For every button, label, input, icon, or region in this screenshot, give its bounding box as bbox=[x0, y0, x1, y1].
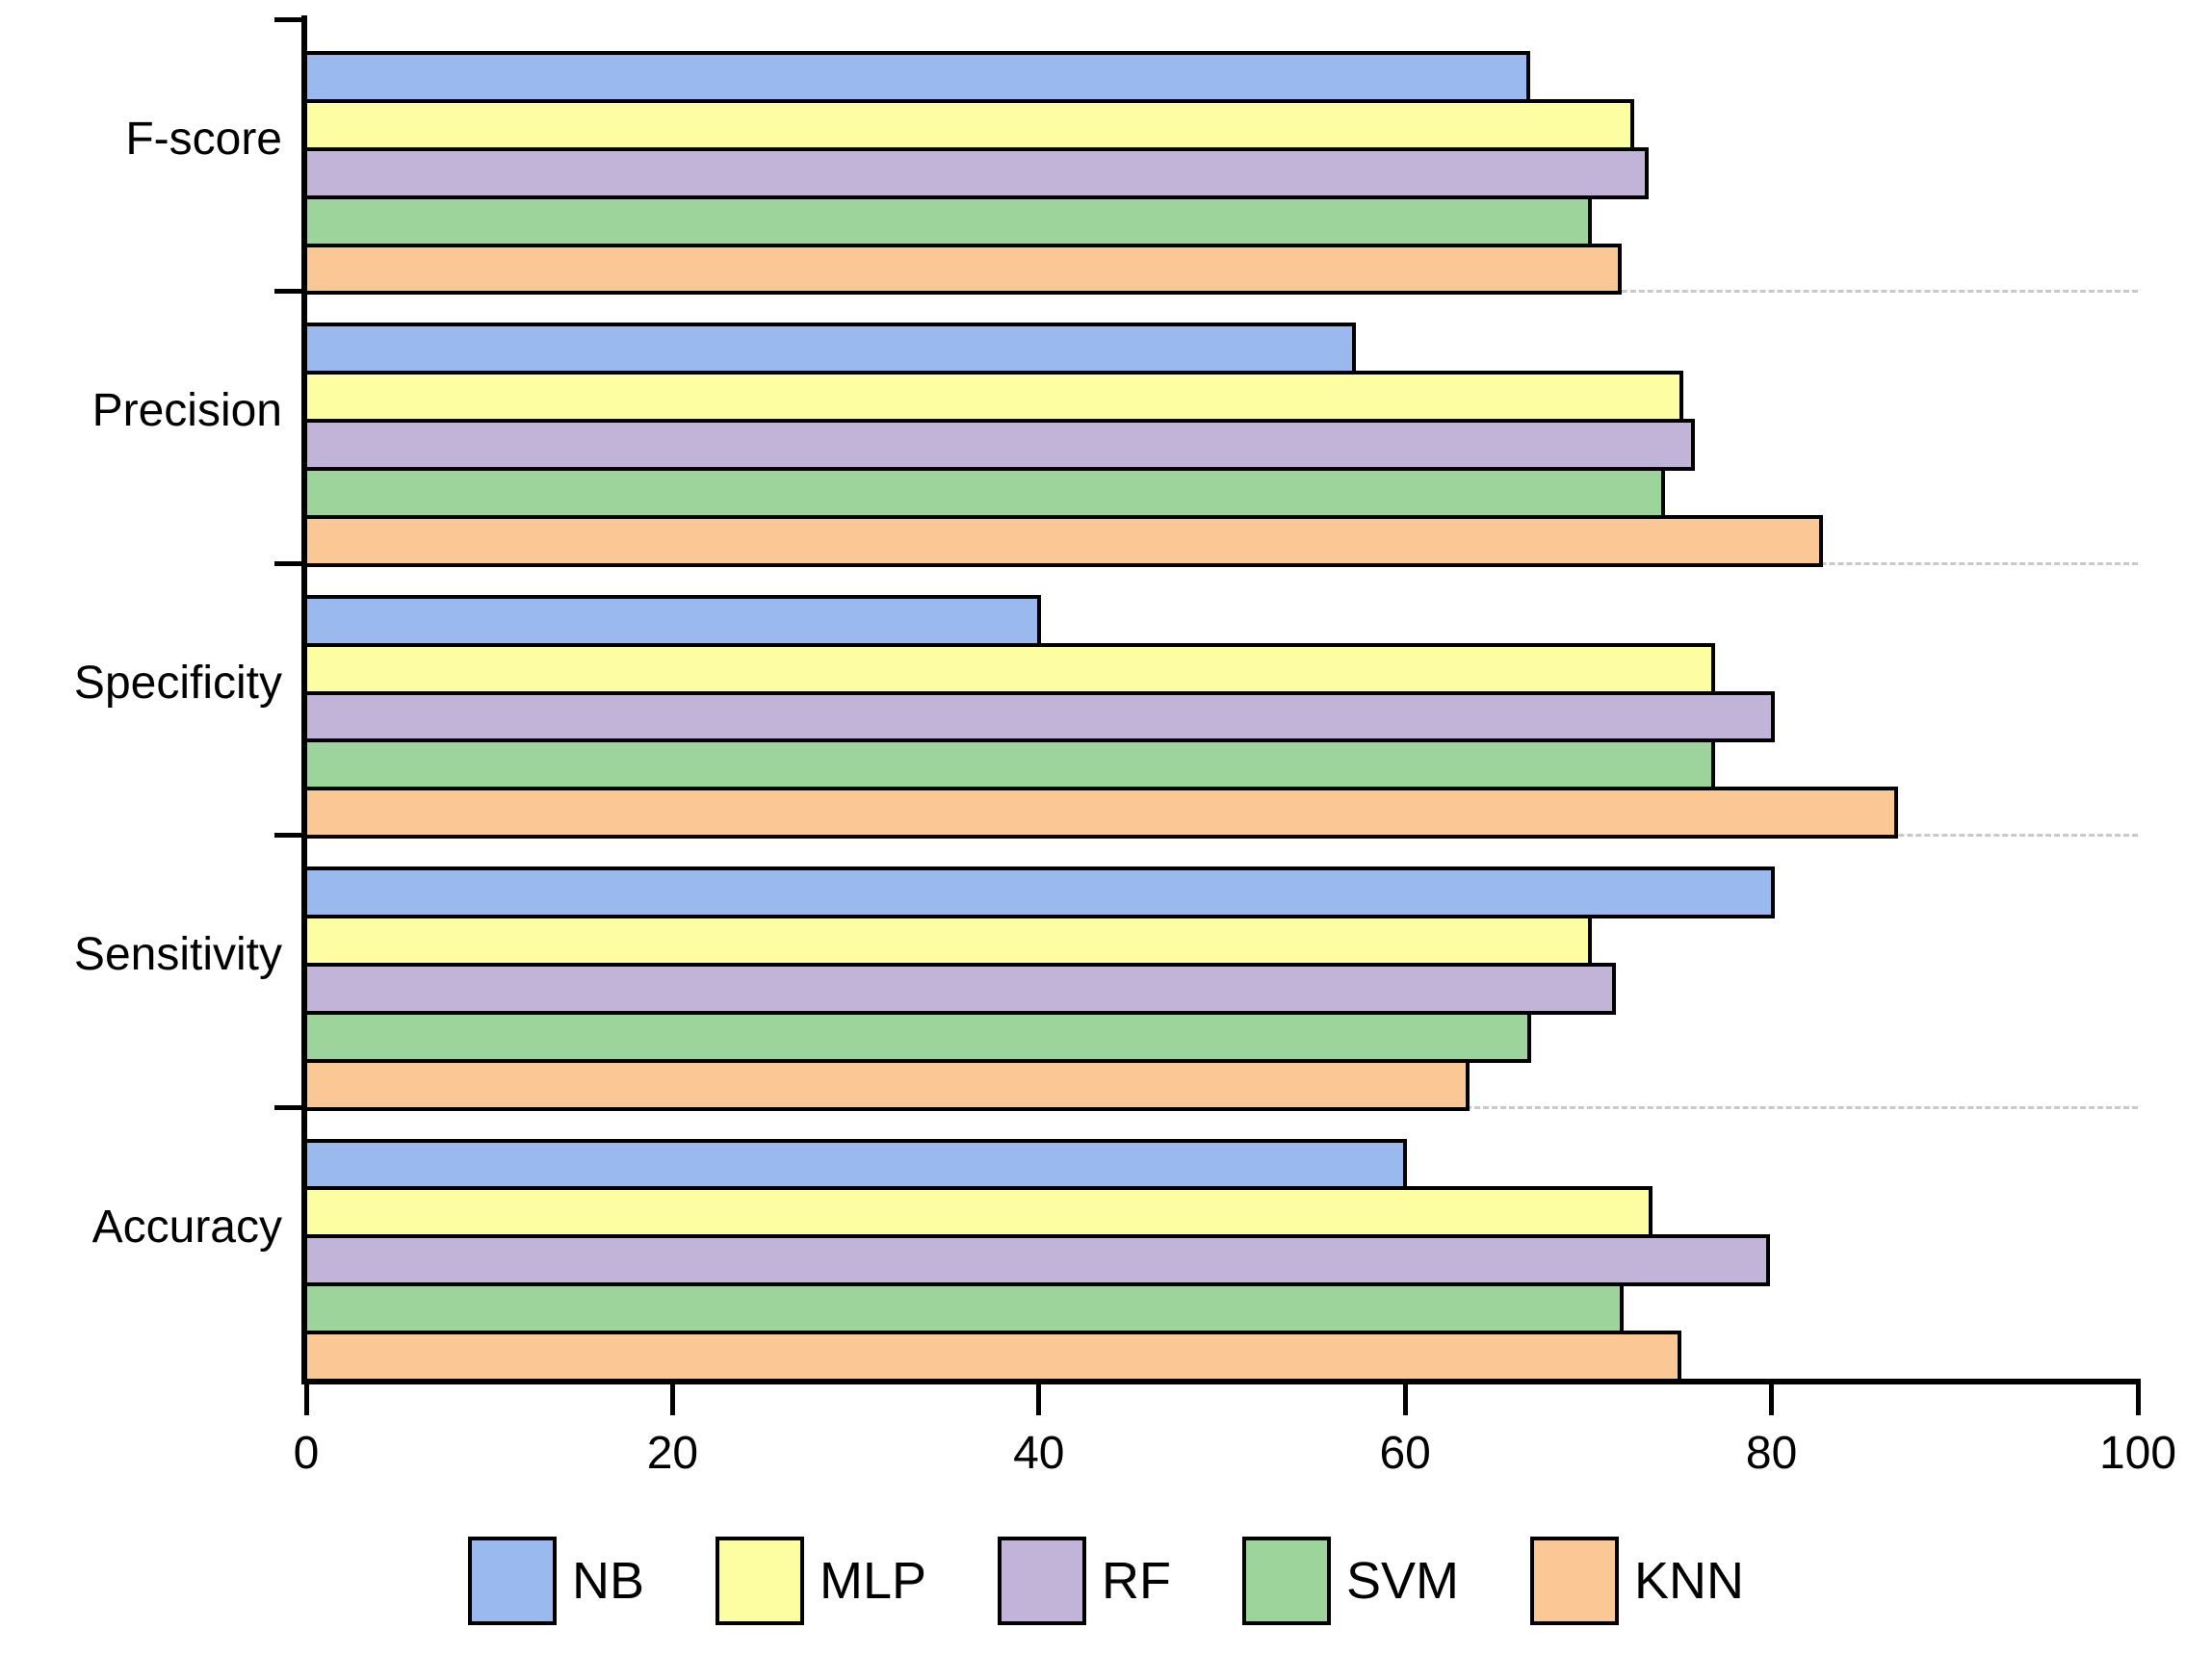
legend-item-nb: NB bbox=[467, 1537, 644, 1625]
x-tick-label: 80 bbox=[1745, 1428, 1798, 1479]
legend-item-mlp: MLP bbox=[715, 1537, 927, 1625]
bar-knn-precision bbox=[302, 514, 1823, 567]
legend-item-knn: KNN bbox=[1530, 1537, 1744, 1625]
y-category-label: Specificity bbox=[73, 657, 282, 709]
bar-svm-accuracy bbox=[302, 1282, 1624, 1335]
legend-item-svm: SVM bbox=[1242, 1537, 1459, 1625]
legend-item-rf: RF bbox=[998, 1537, 1171, 1625]
bar-rf-specificity bbox=[302, 690, 1775, 743]
y-axis-tick bbox=[274, 289, 307, 295]
bar-nb-precision bbox=[302, 323, 1356, 375]
legend-label: RF bbox=[1102, 1552, 1171, 1610]
x-tick-label: 0 bbox=[293, 1428, 320, 1479]
legend-swatch-mlp bbox=[715, 1537, 804, 1625]
legend-swatch-svm bbox=[1242, 1537, 1331, 1625]
x-axis-tick bbox=[1036, 1384, 1042, 1415]
bar-svm-specificity bbox=[302, 738, 1715, 791]
y-category-label: Accuracy bbox=[91, 1201, 282, 1253]
bar-knn-sensitivity bbox=[302, 1058, 1470, 1111]
y-category-label: F-score bbox=[125, 114, 282, 165]
legend-swatch-nb bbox=[467, 1537, 557, 1625]
bar-knn-specificity bbox=[302, 787, 1898, 840]
y-axis-tick bbox=[274, 833, 307, 839]
bar-mlp-accuracy bbox=[302, 1186, 1652, 1239]
bar-rf-f-score bbox=[302, 146, 1649, 199]
bar-mlp-specificity bbox=[302, 642, 1715, 695]
x-axis-tick bbox=[1402, 1384, 1408, 1415]
bar-nb-accuracy bbox=[302, 1138, 1407, 1191]
legend-swatch-rf bbox=[998, 1537, 1087, 1625]
bar-rf-precision bbox=[302, 419, 1695, 472]
x-axis-tick bbox=[2135, 1384, 2141, 1415]
legend-label: MLP bbox=[819, 1552, 927, 1610]
x-tick-label: 40 bbox=[1013, 1428, 1065, 1479]
bar-svm-f-score bbox=[302, 194, 1592, 247]
bar-nb-sensitivity bbox=[302, 866, 1775, 919]
y-axis-spine bbox=[301, 15, 307, 1384]
bar-mlp-f-score bbox=[302, 98, 1634, 151]
x-tick-label: 20 bbox=[646, 1428, 699, 1479]
y-axis-tick bbox=[274, 560, 307, 566]
y-category-label: Precision bbox=[91, 385, 282, 437]
x-axis-tick bbox=[1769, 1384, 1775, 1415]
x-tick-label: 60 bbox=[1379, 1428, 1431, 1479]
bar-nb-f-score bbox=[302, 51, 1530, 103]
bar-mlp-precision bbox=[302, 371, 1683, 424]
legend-label: SVM bbox=[1346, 1552, 1460, 1610]
y-axis-tick bbox=[274, 17, 307, 22]
x-tick-label: 100 bbox=[2098, 1428, 2177, 1479]
legend-label: NB bbox=[571, 1552, 644, 1610]
bar-rf-accuracy bbox=[302, 1234, 1770, 1287]
bar-knn-f-score bbox=[302, 243, 1622, 296]
bar-svm-sensitivity bbox=[302, 1010, 1531, 1063]
bar-svm-precision bbox=[302, 467, 1665, 519]
bar-rf-sensitivity bbox=[302, 962, 1616, 1015]
y-category-label: Sensitivity bbox=[73, 929, 282, 981]
bar-nb-specificity bbox=[302, 594, 1041, 647]
legend-swatch-knn bbox=[1530, 1537, 1620, 1625]
bar-knn-accuracy bbox=[302, 1331, 1681, 1383]
bar-mlp-sensitivity bbox=[302, 915, 1592, 967]
legend-label: KNN bbox=[1634, 1552, 1745, 1610]
x-axis-spine bbox=[301, 1379, 2141, 1384]
y-axis-tick bbox=[274, 1104, 307, 1110]
x-axis-tick bbox=[303, 1384, 309, 1415]
legend: NB MLP RF SVM KNN bbox=[0, 1537, 2212, 1625]
x-axis-tick bbox=[669, 1384, 675, 1415]
